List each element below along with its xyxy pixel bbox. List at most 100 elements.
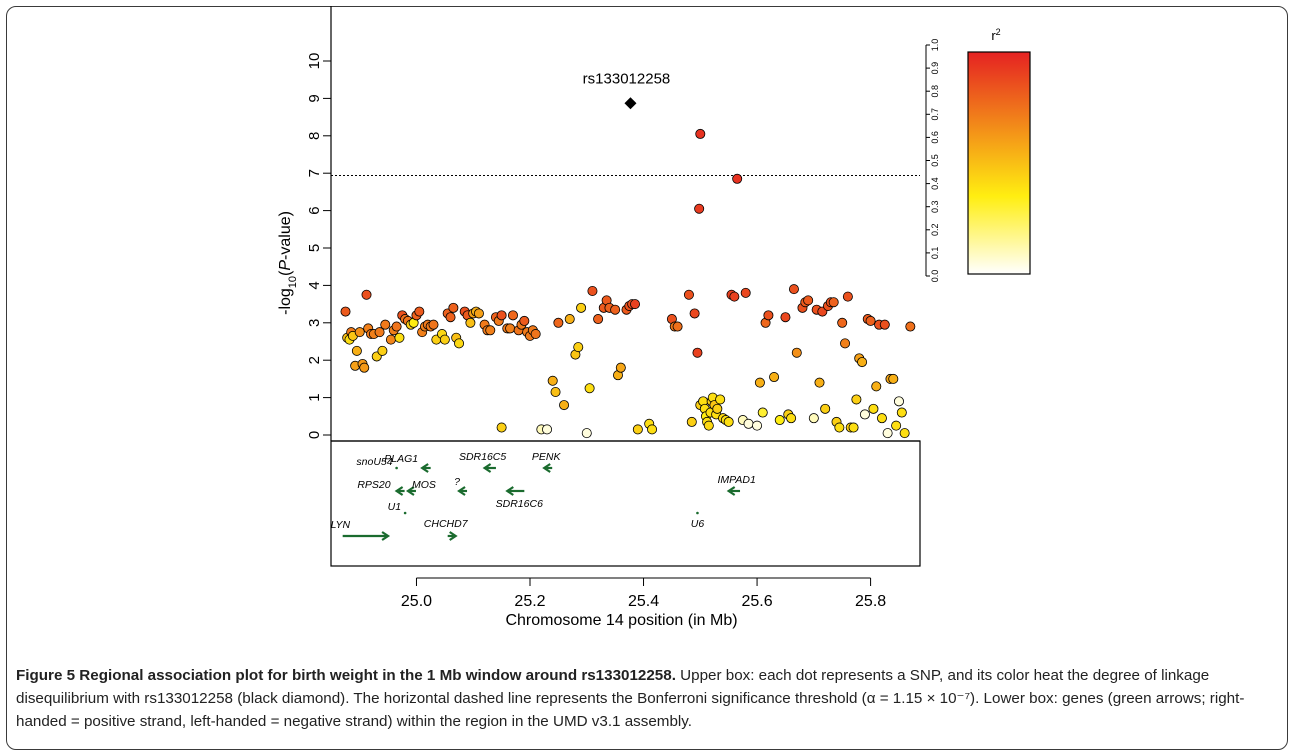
gene-arrowhead bbox=[726, 486, 736, 496]
gene-label: PLAG1 bbox=[384, 453, 418, 465]
snp-point bbox=[351, 345, 362, 356]
snp-point bbox=[615, 362, 626, 373]
snp-point bbox=[803, 295, 814, 306]
snp-point bbox=[780, 312, 791, 323]
snp-point bbox=[820, 403, 831, 414]
regional-association-plot: 0 1 2 3 4 5 6 7 8 9 10 -log10(P-value) rs133012258 25… bbox=[277, 6, 1031, 629]
gene-arrowhead bbox=[405, 486, 415, 496]
snp-point bbox=[896, 407, 907, 418]
snp-point bbox=[361, 289, 372, 300]
snp-point bbox=[905, 321, 916, 332]
snp-point bbox=[871, 381, 882, 392]
snp-point bbox=[553, 317, 564, 328]
snp-point bbox=[530, 329, 541, 340]
snp-point bbox=[439, 334, 450, 345]
snp-point bbox=[683, 289, 694, 300]
gene-label: U6 bbox=[691, 518, 705, 530]
snp-point bbox=[445, 312, 456, 323]
snp-point bbox=[559, 400, 570, 411]
snp-point bbox=[879, 319, 890, 330]
snp-point bbox=[893, 396, 904, 407]
snp-point bbox=[743, 418, 754, 429]
y-tick-label: 10 bbox=[306, 53, 323, 70]
snp-point bbox=[573, 342, 584, 353]
y-tick-label: 6 bbox=[306, 206, 323, 214]
snp-point bbox=[842, 291, 853, 302]
snp-point bbox=[550, 386, 561, 397]
snp-point bbox=[542, 424, 553, 435]
snp-point bbox=[377, 345, 388, 356]
gene-arrowhead bbox=[449, 531, 458, 541]
snp-point bbox=[712, 403, 723, 414]
x-tick-label: 25.0 bbox=[401, 593, 432, 610]
snp-point bbox=[454, 338, 465, 349]
snp-point bbox=[647, 424, 658, 435]
colorbar-tick-label: 0.5 bbox=[930, 154, 940, 167]
y-tick-label: 1 bbox=[306, 393, 323, 401]
x-tick-label: 25.8 bbox=[855, 593, 886, 610]
snp-point bbox=[848, 422, 859, 433]
y-tick-label: 4 bbox=[306, 281, 323, 289]
snp-point bbox=[857, 357, 868, 368]
snp-point bbox=[689, 308, 700, 319]
gene-arrowhead bbox=[381, 531, 391, 541]
snp-point bbox=[788, 284, 799, 295]
gene-label: ? bbox=[454, 476, 460, 488]
snp-point bbox=[380, 319, 391, 330]
snp-point bbox=[891, 420, 902, 431]
snp-point bbox=[385, 334, 396, 345]
colorbar-tick-label: 0.0 bbox=[930, 270, 940, 283]
snp-point bbox=[786, 413, 797, 424]
snp-point bbox=[473, 308, 484, 319]
snp-point bbox=[507, 310, 518, 321]
colorbar-tick-label: 0.1 bbox=[930, 247, 940, 260]
snp-point bbox=[547, 375, 558, 386]
gene-label: LYN bbox=[331, 519, 351, 531]
snp-point bbox=[774, 415, 785, 426]
gene-label: PENK bbox=[532, 451, 562, 463]
snp-point bbox=[465, 317, 476, 328]
snp-point bbox=[837, 317, 848, 328]
snp-point bbox=[729, 291, 740, 302]
gene-arrowhead bbox=[542, 463, 551, 473]
colorbar-tick-label: 0.3 bbox=[930, 200, 940, 213]
gene-label: MOS bbox=[412, 479, 436, 491]
snp-point bbox=[695, 128, 706, 139]
snp-point bbox=[692, 347, 703, 358]
gene-arrowhead bbox=[505, 486, 514, 496]
y-tick-label: 5 bbox=[306, 244, 323, 252]
snp-point bbox=[414, 306, 425, 317]
snp-point bbox=[865, 315, 876, 326]
snp-point bbox=[519, 315, 530, 326]
y-tick-label: 9 bbox=[306, 94, 323, 102]
snp-point bbox=[672, 321, 683, 332]
snp-point bbox=[576, 302, 587, 313]
gene-arrowhead bbox=[457, 486, 466, 496]
gene-label: SDR16C6 bbox=[496, 498, 543, 510]
snp-point bbox=[868, 403, 879, 414]
x-tick-label: 25.2 bbox=[514, 593, 545, 610]
snp-point bbox=[752, 420, 763, 431]
gene-arrowhead bbox=[420, 463, 429, 473]
y-tick-label: 8 bbox=[306, 132, 323, 140]
snp-point bbox=[564, 314, 575, 325]
colorbar-tick-label: 0.8 bbox=[930, 85, 940, 98]
snp-point bbox=[581, 428, 592, 439]
snp-point bbox=[505, 323, 516, 334]
lead-snp-diamond bbox=[624, 97, 637, 110]
snp-point bbox=[808, 413, 819, 424]
snp-point bbox=[769, 372, 780, 383]
snp-point bbox=[428, 319, 439, 330]
snp-point bbox=[899, 428, 910, 439]
snp-point bbox=[732, 173, 743, 184]
snp-point bbox=[496, 422, 507, 433]
gene-label: CHCHD7 bbox=[424, 518, 469, 530]
snp-point bbox=[394, 332, 405, 343]
snp-point bbox=[888, 373, 899, 384]
caption-title: Figure 5 Regional association plot for b… bbox=[16, 667, 676, 684]
y-tick-label: 7 bbox=[306, 169, 323, 177]
gene-label: snoU54 bbox=[356, 456, 392, 468]
snp-point bbox=[840, 338, 851, 349]
snp-point bbox=[694, 203, 705, 214]
gene-label: SDR16C5 bbox=[459, 451, 506, 463]
